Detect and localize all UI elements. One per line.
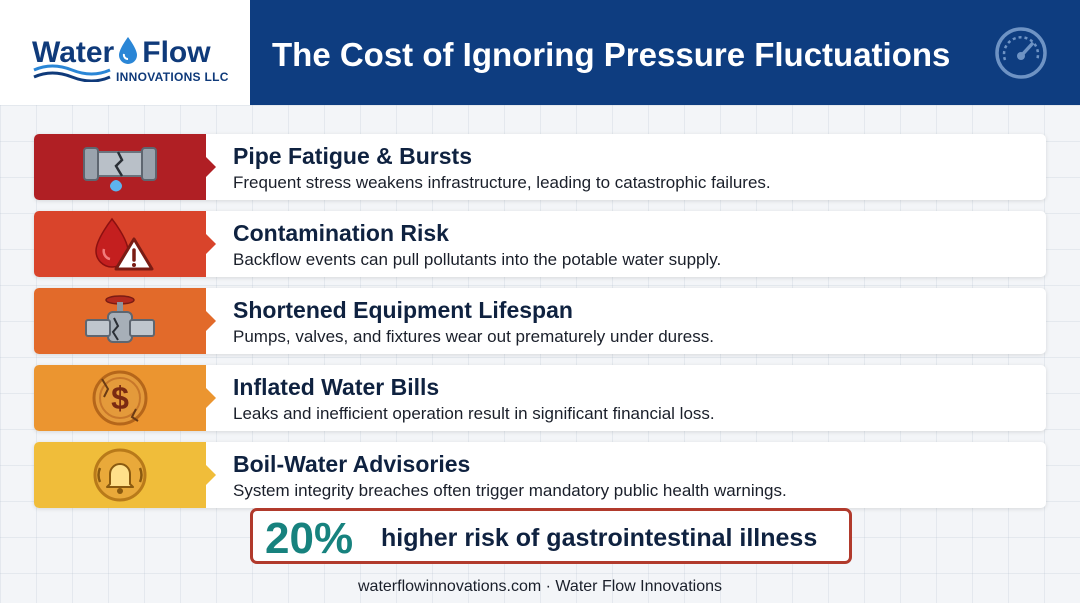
item-description: System integrity breaches often trigger …: [233, 481, 787, 500]
logo-word-flow: Flow: [142, 36, 211, 69]
company-logo: Water Flow INNOVATIONS LLC: [0, 0, 250, 105]
item-title: Contamination Risk: [233, 220, 449, 246]
item-title: Pipe Fatigue & Bursts: [233, 143, 472, 169]
cracked-dollar-coin-icon: $: [92, 370, 148, 426]
item-description: Backflow events can pull pollutants into…: [233, 250, 722, 269]
svg-text:$: $: [111, 380, 129, 416]
alarm-bell-icon: [93, 448, 147, 502]
footer-credit: waterflowinnovations.com · Water Flow In…: [358, 578, 722, 595]
cracked-valve-icon: [85, 295, 155, 343]
cost-item-boil-water: Boil-Water Advisories System integrity b…: [34, 442, 1046, 508]
page-title: The Cost of Ignoring Pressure Fluctuatio…: [272, 36, 951, 73]
item-title: Inflated Water Bills: [233, 374, 440, 400]
statistic-value: 20%: [265, 514, 354, 563]
cost-item-water-bills: $ Inflated Water Bills Leaks and ineffic…: [34, 365, 1046, 431]
item-description: Leaks and inefficient operation result i…: [233, 404, 715, 423]
item-color-tab: [34, 211, 216, 277]
item-color-tab: [34, 442, 216, 508]
item-color-tab: $: [34, 365, 216, 431]
item-color-tab: [34, 288, 216, 354]
item-color-tab: [34, 134, 216, 200]
item-description: Pumps, valves, and fixtures wear out pre…: [233, 327, 714, 346]
water-drop-icon: [119, 37, 138, 64]
item-description: Frequent stress weakens infrastructure, …: [233, 173, 771, 192]
item-title: Shortened Equipment Lifespan: [233, 297, 573, 323]
wave-icon: [33, 64, 111, 82]
cost-item-equipment-lifespan: Shortened Equipment Lifespan Pumps, valv…: [34, 288, 1046, 354]
cost-item-contamination: Contamination Risk Backflow events can p…: [34, 211, 1046, 277]
pressure-gauge-icon: [995, 27, 1047, 79]
item-title: Boil-Water Advisories: [233, 451, 471, 477]
logo-word-water: Water: [32, 36, 115, 69]
contaminated-drop-warning-icon: [95, 217, 154, 271]
statistic-label: higher risk of gastrointestinal illness: [381, 524, 818, 552]
logo-subtitle: INNOVATIONS LLC: [116, 70, 229, 84]
page-header: The Cost of Ignoring Pressure Fluctuatio…: [250, 0, 1080, 105]
burst-pipe-icon: [83, 147, 157, 192]
key-statistic-callout: 20% higher risk of gastrointestinal illn…: [250, 508, 852, 564]
cost-item-pipe-fatigue: Pipe Fatigue & Bursts Frequent stress we…: [34, 134, 1046, 200]
logo-wordmark: Water Flow: [32, 36, 211, 70]
